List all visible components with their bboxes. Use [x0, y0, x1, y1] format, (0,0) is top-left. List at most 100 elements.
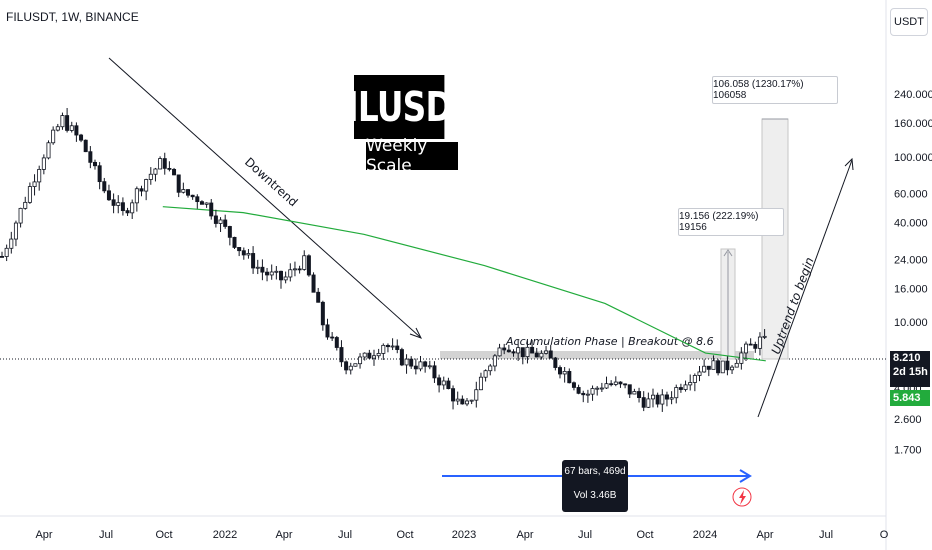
candle-down	[641, 397, 646, 408]
time-tick-label: Jul	[819, 529, 833, 541]
price-tick-label: 60.000	[894, 189, 928, 201]
candle-up	[41, 157, 46, 170]
candle-down	[325, 324, 330, 338]
candle-up	[376, 352, 381, 357]
candle-down	[678, 387, 683, 390]
candle-up	[539, 352, 544, 358]
candle-up	[669, 397, 674, 400]
candle-down	[102, 181, 107, 192]
price-tick-label: 240.000	[894, 89, 932, 101]
measure-arrow-small	[723, 249, 733, 257]
time-tick-label: Apr	[516, 529, 533, 541]
candle-down	[460, 398, 465, 405]
candle-down	[409, 358, 414, 367]
candle-down	[748, 343, 753, 346]
candle-down	[385, 344, 390, 348]
candle-up	[390, 345, 395, 348]
candle-up	[688, 382, 693, 386]
candle-down	[65, 115, 70, 131]
candle-down	[451, 388, 456, 402]
downtrend-arrowhead	[409, 327, 423, 339]
candle-up	[734, 362, 739, 368]
candle-up	[18, 207, 23, 224]
candle-down	[311, 274, 316, 293]
candle-up	[288, 269, 293, 278]
candle-up	[585, 393, 590, 396]
candle-down	[753, 344, 758, 349]
candle-down	[320, 301, 325, 326]
candle-up	[134, 188, 139, 204]
candle-up	[358, 356, 363, 365]
candle-up	[27, 186, 32, 203]
candle-down	[446, 380, 451, 390]
time-tick-label: Oct	[636, 529, 653, 541]
candle-up	[60, 115, 65, 128]
last-price-badge: 8.210 2d 15h	[890, 351, 930, 387]
candle-down	[316, 291, 321, 303]
candle-down	[0, 256, 4, 258]
time-tick-label: Apr	[275, 529, 292, 541]
candle-down	[567, 371, 572, 384]
candle-down	[571, 382, 576, 388]
measure-label-large: 106.058 (1230.17%) 106058	[712, 76, 838, 104]
candle-down	[195, 196, 200, 203]
candle-down	[306, 255, 311, 276]
time-axis[interactable]: Apr Jul Oct 2022 Apr Jul Oct 2023 Apr Jul Oct 2024 A…	[35, 529, 888, 541]
candle-up	[23, 201, 28, 209]
price-tick-label: 1.700	[894, 444, 922, 456]
candle-up	[497, 347, 502, 357]
candle-up	[474, 389, 479, 401]
candle-up	[9, 238, 14, 249]
candle-down	[627, 384, 632, 395]
candle-down	[520, 347, 525, 358]
candle-down	[511, 351, 516, 354]
candle-down	[297, 268, 302, 271]
currency-selector[interactable]: USDT	[890, 8, 928, 36]
candle-down	[167, 167, 172, 170]
range-arrowhead	[739, 469, 752, 483]
candle-up	[255, 266, 260, 269]
candle-up	[353, 363, 358, 367]
candle-up	[590, 388, 595, 395]
candle-down	[432, 365, 437, 379]
candle-down	[413, 365, 418, 370]
candle-down	[162, 158, 167, 169]
candle-up	[404, 358, 409, 366]
candle-up	[744, 343, 749, 354]
candle-up	[153, 168, 158, 175]
range-stats-box: 67 bars, 469d Vol 3.46B	[562, 460, 628, 512]
candle-down	[88, 151, 93, 163]
time-tick-label: 2022	[213, 529, 237, 541]
candle-up	[660, 394, 665, 405]
candle-up	[692, 375, 697, 383]
candle-up	[455, 398, 460, 402]
candle-up	[488, 365, 493, 372]
candle-down	[190, 194, 195, 198]
candle-up	[13, 222, 18, 240]
candle-up	[302, 255, 307, 270]
lightning-icon[interactable]	[732, 487, 752, 507]
candle-up	[69, 125, 74, 131]
candle-up	[4, 247, 9, 257]
candle-up	[269, 271, 274, 276]
candle-down	[223, 219, 228, 227]
candle-up	[646, 398, 651, 408]
candle-down	[548, 350, 553, 359]
candle-up	[720, 360, 725, 374]
price-tick-label: 16.000	[894, 283, 928, 295]
candle-down	[637, 391, 642, 399]
candle-up	[218, 219, 223, 224]
candle-down	[553, 357, 558, 368]
symbol-title[interactable]: FILUSDT, 1W, BINANCE	[6, 10, 139, 24]
candle-down	[395, 345, 400, 350]
candle-up	[37, 169, 42, 183]
candle-up	[46, 142, 51, 159]
accumulation-label: Accumulation Phase | Breakout @ 8.6	[505, 335, 714, 348]
candle-up	[757, 336, 762, 349]
candle-down	[534, 352, 539, 358]
candle-down	[367, 352, 372, 359]
candle-down	[251, 253, 256, 269]
candle-down	[725, 360, 730, 371]
candle-up	[613, 381, 618, 385]
candle-up	[604, 383, 609, 389]
